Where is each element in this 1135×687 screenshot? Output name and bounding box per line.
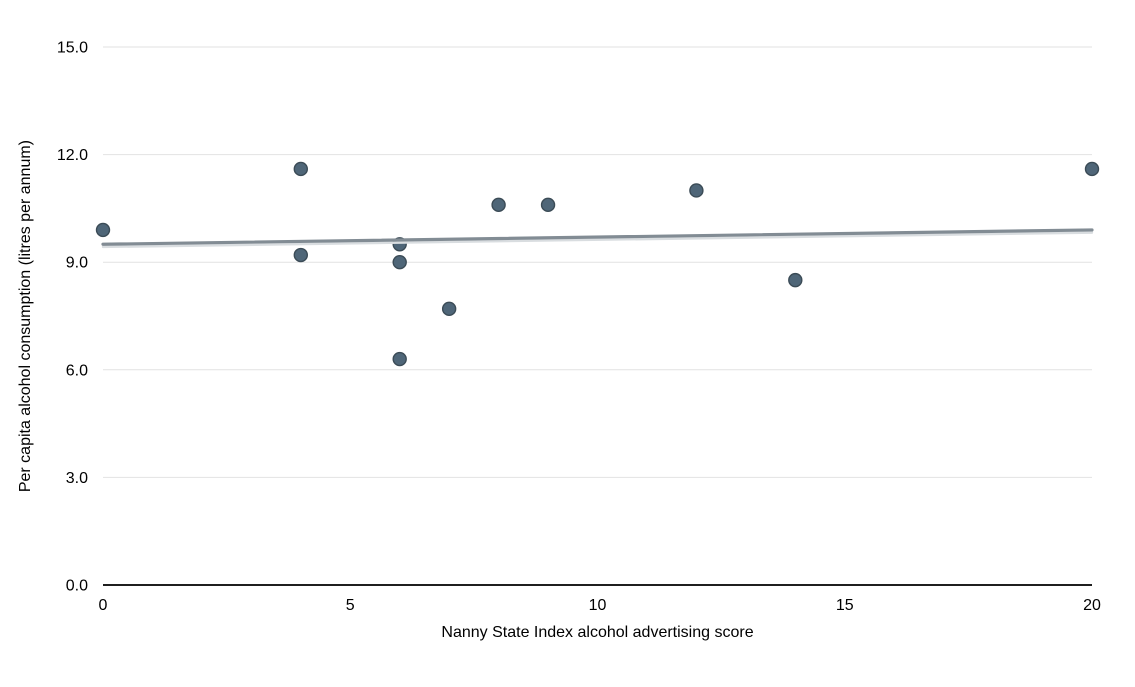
x-axis-title: Nanny State Index alcohol advertising sc… — [441, 624, 754, 641]
data-point — [441, 301, 457, 317]
data-point — [392, 255, 407, 270]
y-tick-label: 0.0 — [66, 578, 88, 595]
y-tick-label: 15.0 — [57, 40, 88, 57]
trendline — [101, 228, 1094, 246]
data-point — [788, 272, 803, 288]
data-point — [689, 183, 704, 198]
data-point — [293, 247, 308, 263]
x-tick-label: 20 — [1083, 597, 1101, 614]
x-tick-label: 5 — [346, 597, 355, 614]
data-point — [491, 197, 506, 213]
data-point — [540, 197, 556, 213]
trendline-shadow — [101, 231, 1094, 249]
y-tick-label: 9.0 — [66, 255, 88, 272]
data-point — [95, 222, 111, 238]
x-tick-label: 0 — [99, 597, 108, 614]
data-point — [1084, 161, 1100, 177]
y-tick-label: 3.0 — [66, 470, 88, 487]
x-tick-label: 15 — [836, 597, 854, 614]
y-tick-label: 12.0 — [57, 147, 88, 164]
data-point — [392, 351, 407, 367]
data-point — [293, 161, 308, 177]
x-tick-label: 10 — [589, 597, 607, 614]
y-axis-title-wrap: Per capita alcohol consumption (litres p… — [14, 47, 38, 585]
y-axis-title: Per capita alcohol consumption (litres p… — [17, 139, 34, 493]
y-tick-label: 6.0 — [66, 362, 88, 379]
